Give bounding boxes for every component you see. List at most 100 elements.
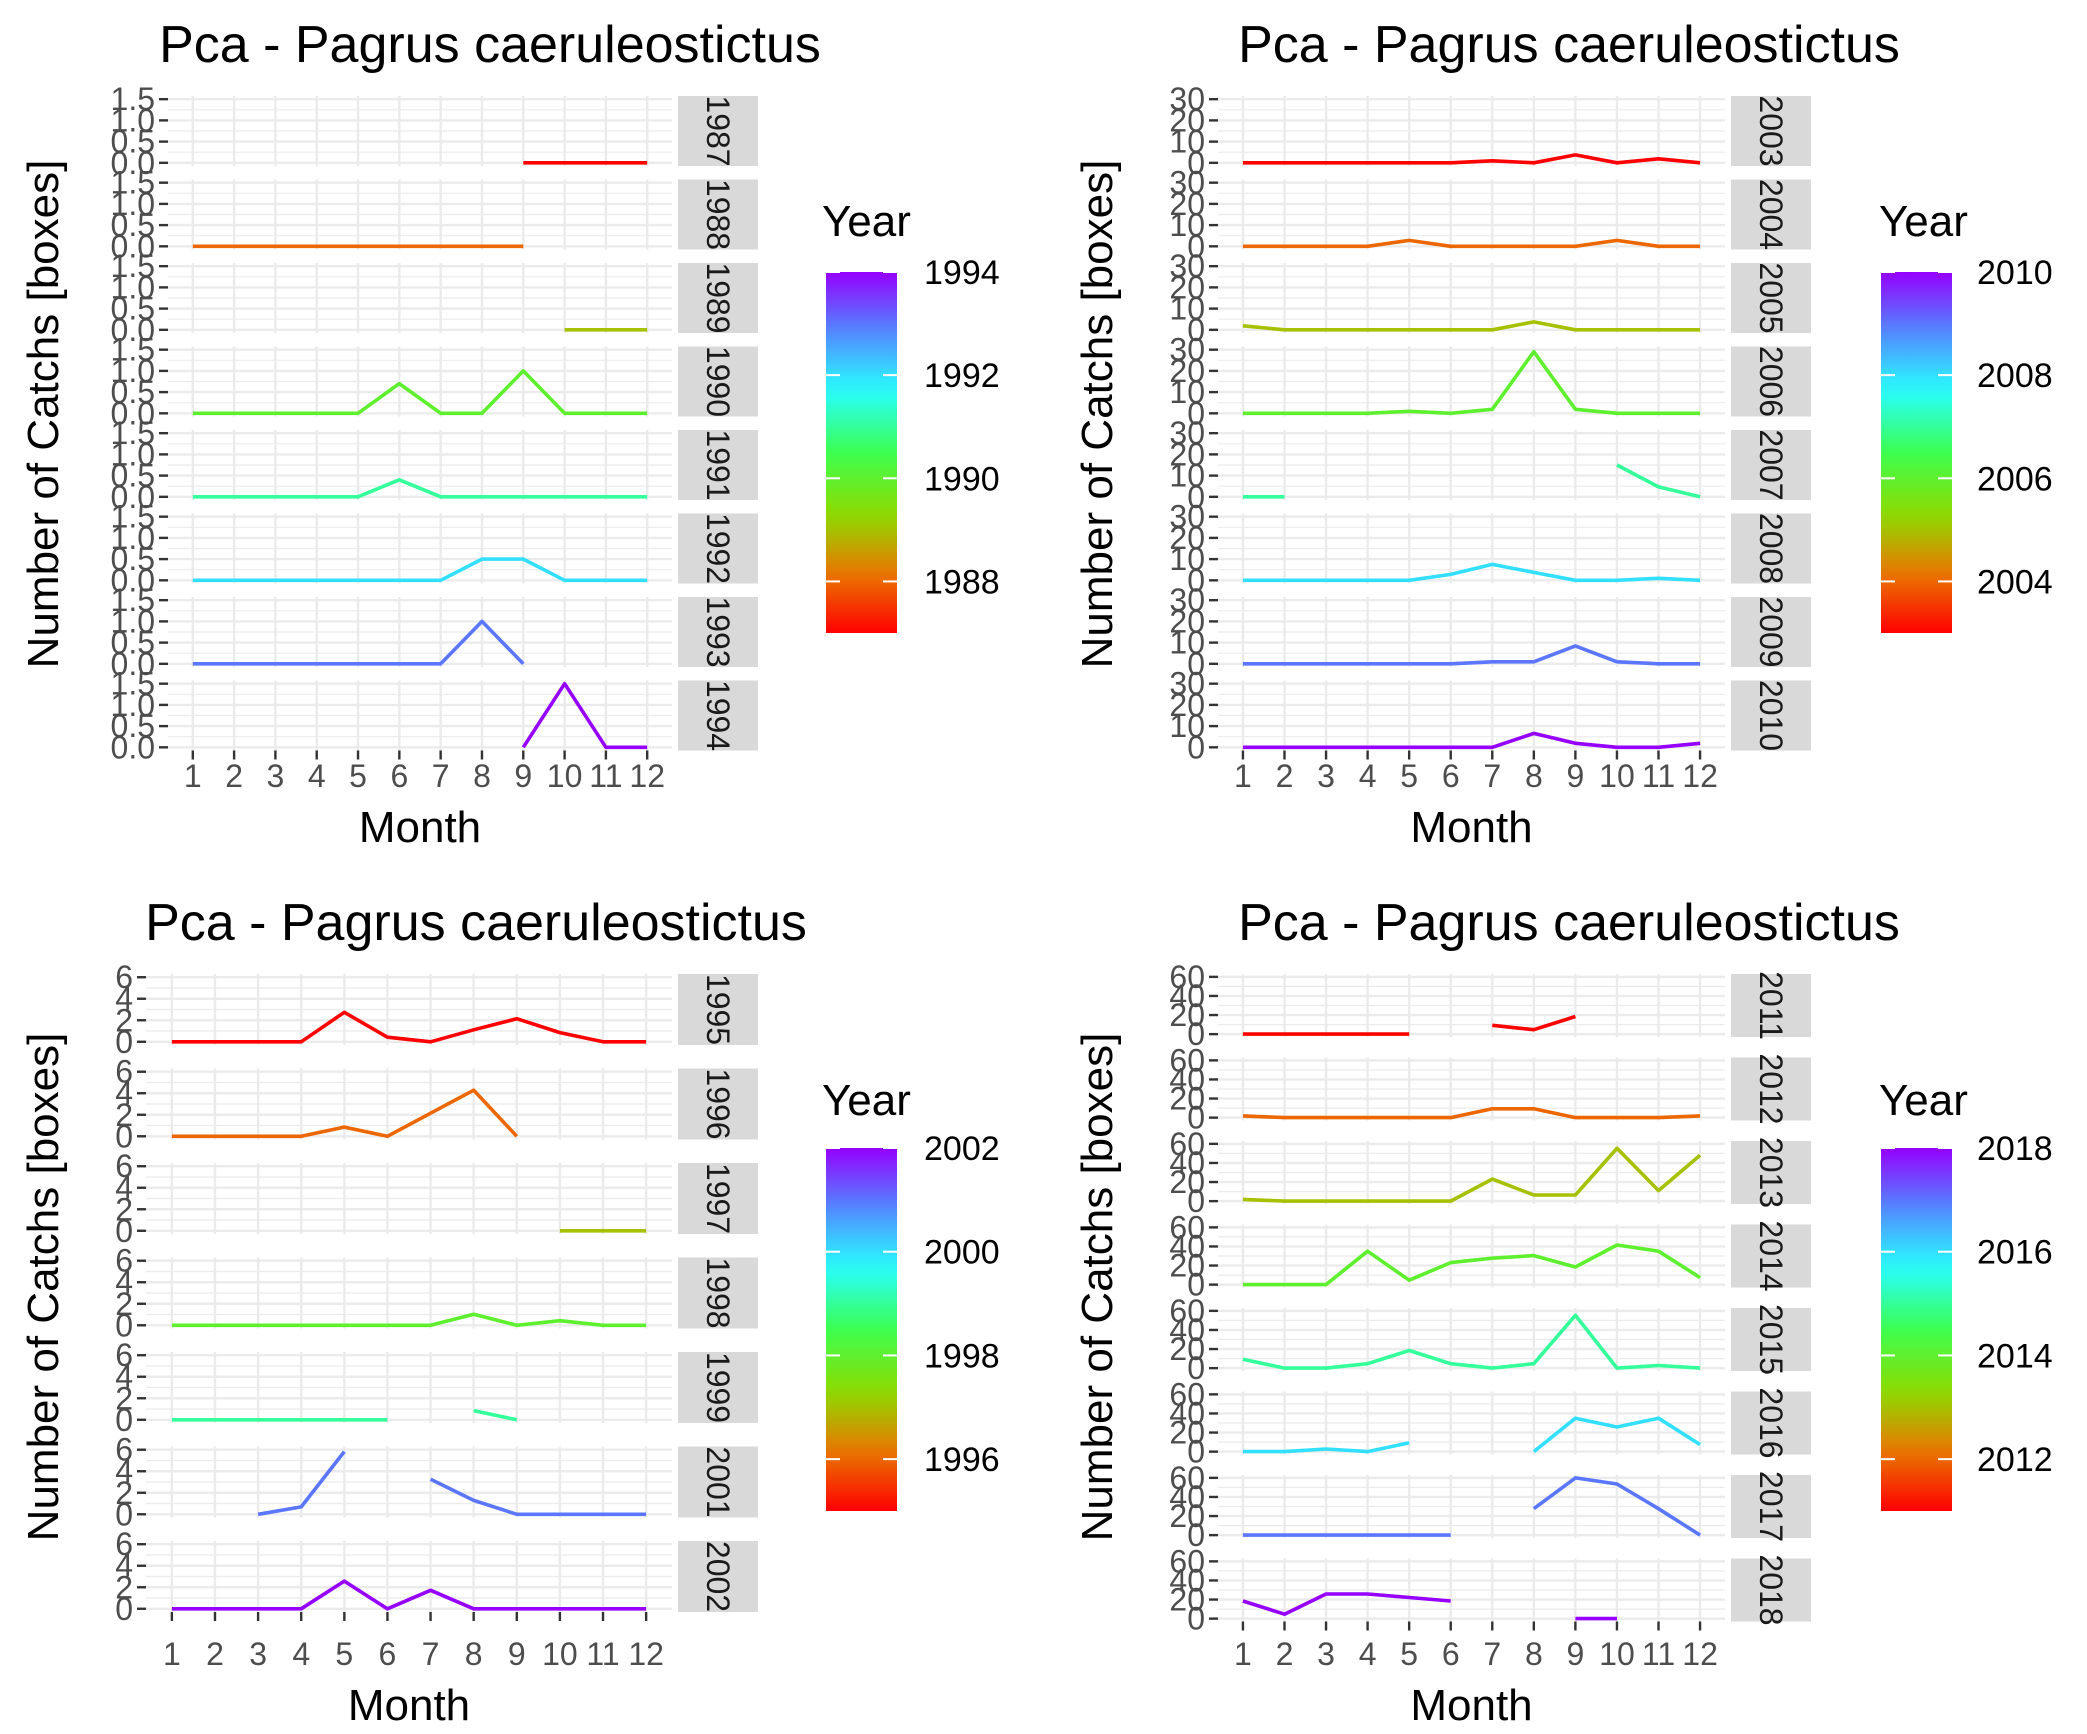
facet-strip-label: 1991 — [700, 429, 736, 500]
facet-strip — [1731, 680, 1811, 751]
legend-title: Year — [822, 197, 911, 246]
y-tick-label: 0 — [1187, 562, 1205, 598]
x-tick-label: 7 — [1483, 758, 1501, 794]
facet-strip — [1731, 1391, 1811, 1455]
series-line-2012 — [1242, 1107, 1701, 1120]
y-tick-label: 30 — [1169, 415, 1205, 451]
x-tick-label: 8 — [473, 758, 491, 794]
y-tick-label: 40 — [1169, 1312, 1205, 1348]
y-tick-label: 1.0 — [111, 687, 155, 723]
x-tick-label: 4 — [308, 758, 326, 794]
legend-label: 1996 — [924, 1441, 1000, 1479]
series-line-2002 — [171, 1579, 647, 1611]
facet-strip — [1731, 263, 1811, 333]
facet-strip — [1731, 513, 1811, 584]
x-tick-label: 7 — [432, 758, 450, 794]
y-tick-label: 60 — [1169, 959, 1205, 995]
facet-strip — [678, 96, 758, 166]
facet-strip-label: 1997 — [700, 1163, 736, 1234]
y-tick-label: 2 — [115, 1380, 133, 1416]
y-tick-label: 60 — [1169, 1209, 1205, 1245]
x-tick-label: 9 — [1566, 758, 1584, 794]
facet-strip — [1731, 1475, 1811, 1538]
y-tick-label: 6 — [115, 1432, 133, 1468]
x-tick-label: 11 — [1642, 758, 1675, 794]
y-axis-title: Number of Catchs [boxes] — [19, 160, 68, 669]
x-tick-label: 8 — [1525, 758, 1543, 794]
legend-colorbar — [1881, 272, 1952, 633]
y-tick-label: 0.5 — [111, 541, 155, 577]
legend-label: 1994 — [924, 254, 1000, 292]
x-tick-label: 7 — [1483, 1636, 1501, 1672]
y-tick-label: 0.0 — [111, 729, 155, 765]
legend-label: 2000 — [924, 1234, 1000, 1272]
facet-strip-label: 2015 — [1753, 1304, 1789, 1375]
facet-strip-label: 2006 — [1753, 346, 1789, 417]
y-tick-label: 0 — [115, 1213, 133, 1249]
series-line-2001 — [257, 1450, 346, 1517]
legend-colorbar — [826, 1148, 897, 1511]
y-tick-label: 0.5 — [111, 458, 155, 494]
y-tick-label: 1.5 — [111, 332, 155, 368]
y-axis-title: Number of Catchs [boxes] — [1073, 160, 1122, 669]
y-tick-label: 2 — [115, 1475, 133, 1511]
x-tick-label: 5 — [1400, 758, 1418, 794]
y-tick-label: 2 — [115, 1002, 133, 1038]
x-axis-title: Month — [1410, 1681, 1532, 1730]
y-tick-label: 20 — [1169, 1415, 1205, 1451]
y-axis-title: Number of Catchs [boxes] — [19, 1033, 68, 1542]
y-tick-label: 0 — [1187, 646, 1205, 682]
y-tick-label: 20 — [1169, 1582, 1205, 1618]
facet-strip-label: 2016 — [1753, 1387, 1789, 1458]
series-line-2003 — [1242, 153, 1701, 165]
series-line-2011 — [1492, 1014, 1576, 1032]
y-tick-label: 0.5 — [111, 625, 155, 661]
facet-strip-label: 1993 — [700, 596, 736, 667]
x-tick-label: 12 — [1682, 758, 1718, 794]
x-tick-label: 9 — [1566, 1636, 1584, 1672]
y-tick-label: 1.5 — [111, 666, 155, 702]
y-tick-label: 0 — [1187, 729, 1205, 765]
facet-strip — [678, 597, 758, 667]
facet-strip — [678, 680, 758, 751]
y-tick-label: 20 — [1169, 269, 1205, 305]
legend-label: 2002 — [924, 1130, 1000, 1168]
y-tick-label: 1.0 — [111, 436, 155, 472]
y-tick-label: 20 — [1169, 1081, 1205, 1117]
y-tick-label: 1.0 — [111, 102, 155, 138]
facet-strip-label: 2013 — [1753, 1137, 1789, 1208]
series-line-2018 — [1242, 1592, 1451, 1616]
y-tick-label: 1.0 — [111, 353, 155, 389]
x-tick-label: 9 — [508, 1636, 526, 1672]
legend-label: 1990 — [924, 460, 1000, 498]
y-tick-label: 40 — [1169, 1562, 1205, 1598]
legend-label: 2016 — [1977, 1234, 2053, 1272]
legend-label: 2004 — [1977, 563, 2053, 601]
facet-strip-label: 1995 — [700, 974, 736, 1045]
y-axis-title: Number of Catchs [boxes] — [1073, 1033, 1122, 1542]
y-tick-label: 0 — [1187, 1016, 1205, 1052]
x-tick-label: 4 — [1359, 758, 1377, 794]
x-tick-label: 11 — [589, 758, 622, 794]
series-line-2017 — [1532, 1476, 1702, 1537]
y-tick-label: 1.0 — [111, 186, 155, 222]
facet-strip — [678, 1446, 758, 1518]
x-tick-label: 2 — [225, 758, 243, 794]
y-tick-label: 6 — [115, 1148, 133, 1184]
x-tick-label: 10 — [547, 758, 583, 794]
x-tick-label: 3 — [1317, 1636, 1335, 1672]
legend-colorbar — [1881, 1148, 1952, 1511]
y-tick-label: 20 — [1169, 1498, 1205, 1534]
facet-strip — [1731, 1057, 1811, 1121]
facet-strip — [1731, 1558, 1811, 1622]
x-tick-label: 8 — [1525, 1636, 1543, 1672]
facet-1993: 0.00.51.01.5 1993 — [111, 582, 758, 682]
y-tick-label: 30 — [1169, 582, 1205, 618]
x-tick-label: 3 — [249, 1636, 267, 1672]
series-line-2008 — [1242, 562, 1701, 583]
